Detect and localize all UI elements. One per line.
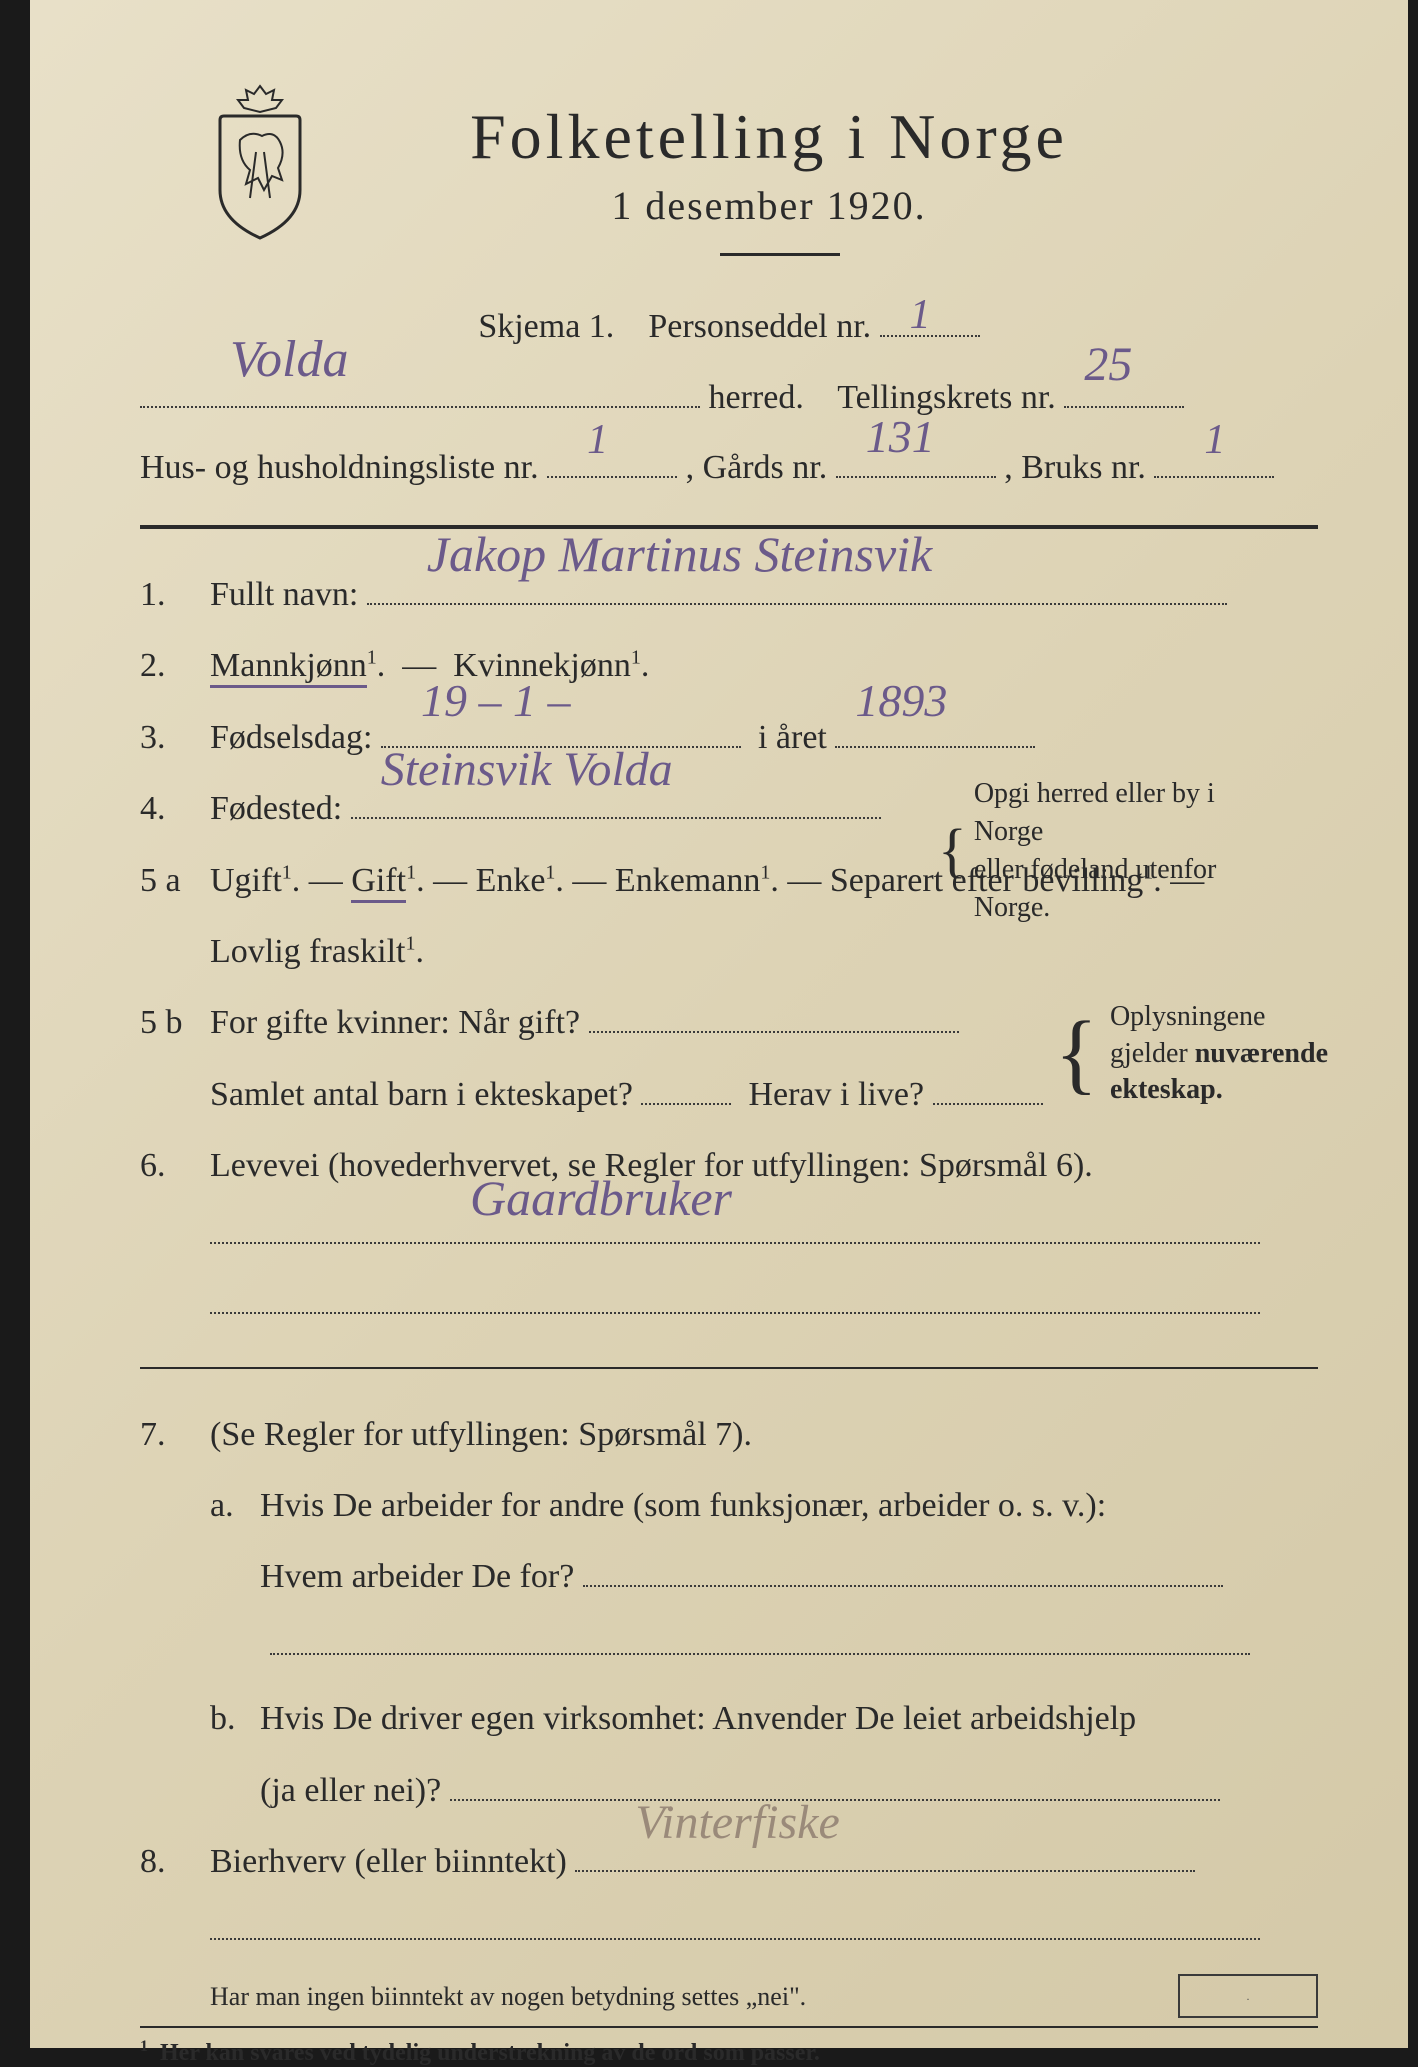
skjema-label: Skjema 1.	[478, 308, 614, 345]
q5b-num: 5 b	[140, 987, 210, 1058]
q2-sup1: 1	[367, 647, 377, 669]
shield-svg	[200, 80, 320, 240]
q8-num: 8.	[140, 1826, 210, 1897]
q7b-label2: (ja eller nei)?	[260, 1772, 441, 1809]
personseddel-label: Personseddel nr.	[648, 308, 871, 345]
document-page: Folketelling i Norge 1 desember 1920. Sk…	[30, 0, 1408, 2048]
husliste-value: 1	[587, 401, 608, 481]
q6-value: Gaardbruker	[470, 1151, 732, 1246]
q5b-note2: gjelder nuværende	[1110, 1038, 1328, 1069]
q4-note: { Opgi herred eller by i Norge eller fød…	[938, 775, 1318, 926]
title-rule	[720, 253, 840, 256]
q8-blank	[140, 1898, 1318, 1963]
q3-year-value: 1893	[855, 653, 947, 750]
q4-note2: eller fødeland utenfor Norge.	[974, 854, 1217, 923]
q5b-row: 5 b For gifte kvinner: Når gift? Samlet …	[140, 987, 1318, 1130]
document-title: Folketelling i Norge	[220, 100, 1318, 174]
q5a-gift: Gift	[351, 862, 406, 903]
q8-value: Vinterfiske	[635, 1773, 839, 1874]
q2-num: 2.	[140, 630, 210, 701]
q4-note1: Opgi herred eller by i Norge	[974, 778, 1215, 847]
q5a-enkemann: Enkemann	[615, 862, 760, 899]
q6-num: 6.	[140, 1130, 210, 1201]
brace-icon: {	[1055, 1027, 1098, 1081]
q4-num: 4.	[140, 773, 210, 844]
q3-row: 3. Fødselsdag: 19 – 1 – i året 1893	[140, 702, 1318, 773]
q3-num: 3.	[140, 702, 210, 773]
q6-blank-line	[140, 1272, 1318, 1337]
q4-value: Steinsvik Volda	[381, 720, 673, 821]
q7b-label1: Hvis De driver egen virksomhet: Anvender…	[260, 1700, 1136, 1737]
q3-label: Fødselsdag:	[210, 719, 372, 756]
sup-enkemann: 1	[760, 861, 770, 883]
husliste-line: Hus- og husholdningsliste nr. 1 , Gårds …	[140, 436, 1318, 501]
q7a-num: a.	[210, 1470, 260, 1541]
husliste-label: Hus- og husholdningsliste nr.	[140, 449, 539, 486]
q1-row: 1. Fullt navn: Jakop Martinus Steinsvik	[140, 559, 1318, 630]
footnote-1: Har man ingen biinntekt av nogen betydni…	[140, 1982, 1318, 2012]
q8-row: 8. Bierhverv (eller biinntekt) Vinterfis…	[140, 1826, 1318, 1897]
personseddel-value: 1	[910, 291, 931, 339]
q5b-label1: For gifte kvinner: Når gift?	[210, 1004, 580, 1041]
q7-label: (Se Regler for utfyllingen: Spørsmål 7).	[210, 1416, 752, 1453]
q4-label: Fødested:	[210, 790, 342, 827]
coat-of-arms-icon	[200, 80, 320, 240]
q7-num: 7.	[140, 1399, 210, 1470]
q2-sup2: 1	[631, 647, 641, 669]
q5b-label2: Samlet antal barn i ekteskapet?	[210, 1076, 633, 1113]
q2-male: Mannkjønn	[210, 647, 367, 688]
bruks-label: , Bruks nr.	[1004, 449, 1146, 486]
divider-3	[140, 2026, 1318, 2028]
footnote-2-text: Her kan svares ved tydelig understreknin…	[160, 2040, 820, 2066]
sup-gift: 1	[406, 861, 416, 883]
sup-frask: 1	[405, 933, 415, 955]
q5b-note1: Oplysningene	[1110, 1001, 1266, 1032]
footnote-2-sup: 1	[140, 2038, 148, 2055]
q5b-note3: ekteskap.	[1110, 1074, 1223, 1105]
q7a-label1: Hvis De arbeider for andre (som funksjon…	[260, 1487, 1106, 1524]
q7a-blank	[140, 1613, 1318, 1678]
gards-value: 131	[866, 393, 935, 480]
q5b-label3: Herav i live?	[748, 1076, 924, 1113]
q5a-ugift: Ugift	[210, 862, 282, 899]
q1-num: 1.	[140, 559, 210, 630]
q2-row: 2. Mannkjønn1. — Kvinnekjønn1.	[140, 630, 1318, 701]
q1-value: Jakop Martinus Steinsvik	[427, 502, 932, 607]
q5b-note: { Oplysningene gjelder nuværende ekteska…	[1055, 999, 1328, 1108]
q6-value-line: Gaardbruker	[140, 1202, 1318, 1267]
q7-row: 7. (Se Regler for utfyllingen: Spørsmål …	[140, 1399, 1318, 1470]
q7b-num: b.	[210, 1683, 260, 1754]
sup-enke: 1	[545, 861, 555, 883]
herred-line: Volda herred. Tellingskrets nr. 25	[140, 366, 1318, 431]
q5a-fraskilt: Lovlig fraskilt	[210, 933, 405, 970]
divider-2	[140, 1367, 1318, 1369]
herred-value: Volda	[230, 311, 348, 410]
header: Folketelling i Norge 1 desember 1920.	[140, 100, 1318, 256]
tellingskrets-value: 25	[1084, 319, 1132, 410]
bruks-value: 1	[1204, 401, 1225, 481]
q5a-enke: Enke	[476, 862, 546, 899]
q7a-row: a. Hvis De arbeider for andre (som funks…	[140, 1470, 1318, 1613]
sup-ugift: 1	[282, 861, 292, 883]
q8-label: Bierhverv (eller biinntekt)	[210, 1843, 567, 1880]
q1-label: Fullt navn:	[210, 576, 358, 613]
gards-label: , Gårds nr.	[686, 449, 828, 486]
herred-label: herred.	[709, 379, 804, 416]
footnote-2: 1 Her kan svares ved tydelig understrekn…	[140, 2038, 1318, 2067]
q7a-label2: Hvem arbeider De for?	[260, 1558, 574, 1595]
q4-row: 4. Fødested: Steinsvik Volda { Opgi herr…	[140, 773, 1318, 844]
q3-year-label: i året	[758, 719, 827, 756]
document-subtitle: 1 desember 1920.	[220, 182, 1318, 229]
printer-stamp: .	[1178, 1974, 1318, 2018]
q5a-num: 5 a	[140, 845, 210, 916]
